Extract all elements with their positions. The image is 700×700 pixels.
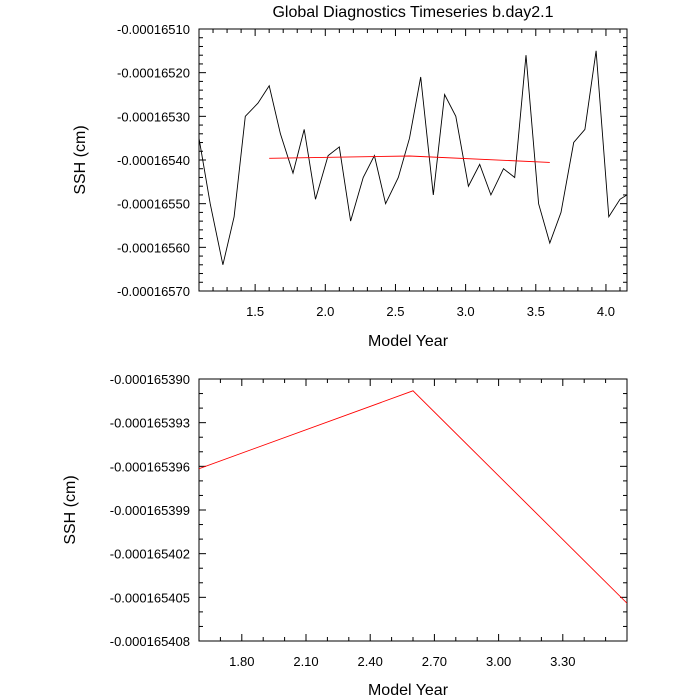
y-tick-label: -0.000165396: [110, 459, 190, 474]
y-axis-label: SSH (cm): [62, 475, 79, 544]
plot-frame: [198, 378, 628, 642]
x-tick-label: 3.0: [457, 304, 475, 319]
y-tick-label: -0.00016530: [117, 109, 190, 124]
y-tick-label: -0.00016560: [117, 240, 190, 255]
y-tick-label: -0.000165399: [110, 503, 190, 518]
y-tick-label: -0.000165402: [110, 547, 190, 562]
ssh-series-line: [199, 50, 627, 265]
running-mean-line: [199, 390, 627, 604]
x-axis-label: Model Year: [368, 333, 449, 350]
x-axis-label: Model Year: [368, 682, 449, 699]
x-tick-label: 2.5: [386, 304, 404, 319]
plot-frame: [198, 28, 628, 292]
y-tick-label: -0.00016550: [117, 197, 190, 212]
y-tick-label: -0.00016510: [117, 22, 190, 37]
y-tick-label: -0.000165390: [110, 372, 190, 387]
x-tick-label: 3.00: [486, 654, 511, 669]
x-tick-label: 3.5: [527, 304, 545, 319]
x-tick-label: 4.0: [597, 304, 615, 319]
y-axis-label: SSH (cm): [72, 125, 89, 194]
running-mean-line: [269, 155, 550, 163]
x-tick-label: 3.30: [550, 654, 575, 669]
x-tick-label: 1.5: [246, 304, 264, 319]
x-tick-label: 2.10: [293, 654, 318, 669]
y-tick-label: -0.00016570: [117, 284, 190, 299]
x-tick-label: 1.80: [229, 654, 254, 669]
x-tick-label: 2.0: [316, 304, 334, 319]
y-tick-label: -0.000165405: [110, 590, 190, 605]
y-tick-label: -0.000165408: [110, 634, 190, 649]
y-tick-label: -0.00016520: [117, 66, 190, 81]
x-tick-label: 2.70: [422, 654, 447, 669]
chart-title: Global Diagnostics Timeseries b.day2.1: [272, 4, 553, 21]
x-tick-label: 2.40: [358, 654, 383, 669]
y-tick-label: -0.000165393: [110, 416, 190, 431]
y-tick-label: -0.00016540: [117, 153, 190, 168]
